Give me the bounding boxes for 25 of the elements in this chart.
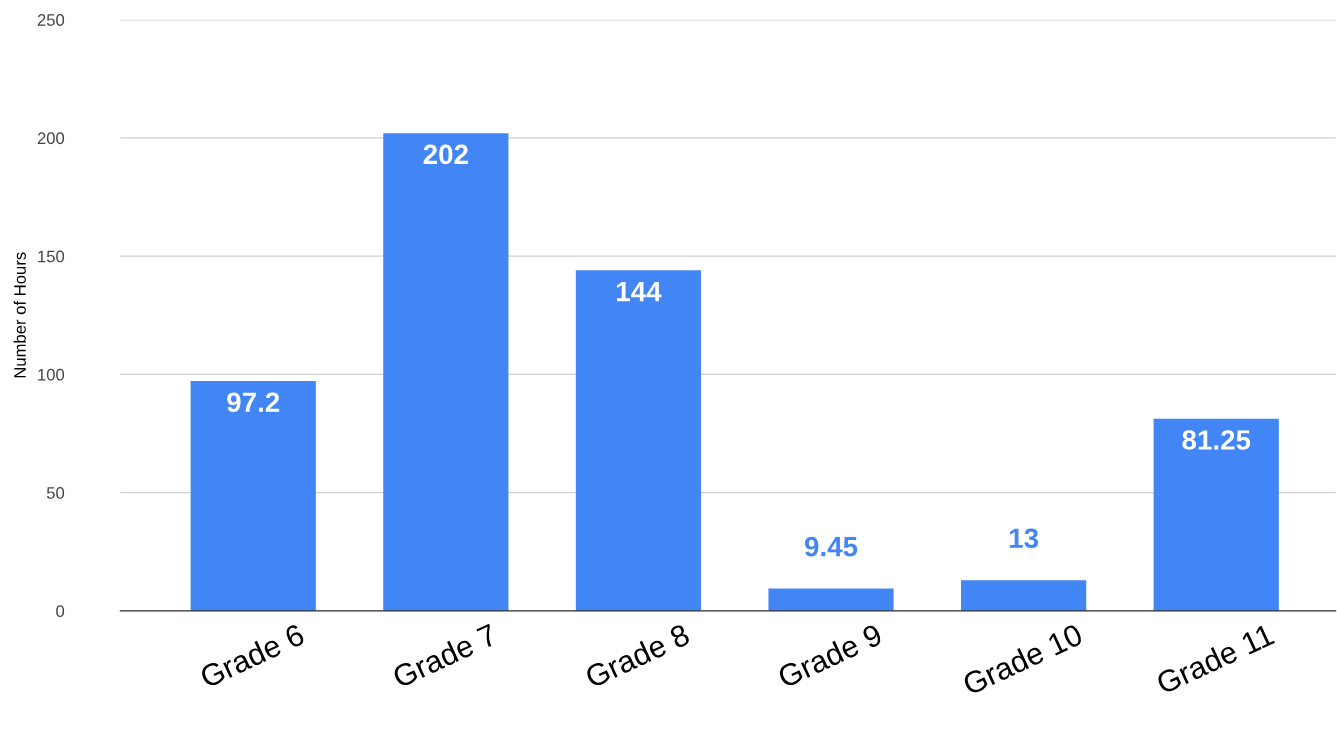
x-tick-label: Grade 7 [391, 622, 498, 689]
x-tick-label: Grade 9 [776, 622, 884, 689]
data-label: 202 [423, 144, 468, 165]
y-tick-label: 0 [56, 605, 65, 618]
data-label: 81.25 [1182, 430, 1251, 450]
y-tick-label: 250 [37, 14, 65, 26]
bar [768, 588, 894, 611]
bar [383, 133, 509, 611]
y-axis-title: Number of Hours [13, 252, 26, 378]
data-label: 9.45 [804, 536, 858, 557]
x-tick-label: Grade 10 [961, 622, 1084, 696]
x-tick-label: Grade 6 [198, 622, 306, 689]
bar [575, 270, 702, 611]
y-tick-label: 150 [38, 250, 65, 263]
bar [1153, 418, 1279, 611]
y-tick-label: 100 [38, 368, 65, 381]
x-tick-label: Grade 11 [1154, 622, 1276, 695]
y-tick-label: 50 [46, 487, 65, 499]
data-label: 13 [1009, 528, 1039, 549]
x-tick-label: Grade 8 [583, 622, 691, 689]
bar [961, 580, 1087, 611]
data-label: 144 [617, 282, 662, 302]
bar [190, 381, 316, 611]
y-tick-label: 200 [37, 132, 65, 145]
data-label: 97.2 [227, 392, 280, 413]
